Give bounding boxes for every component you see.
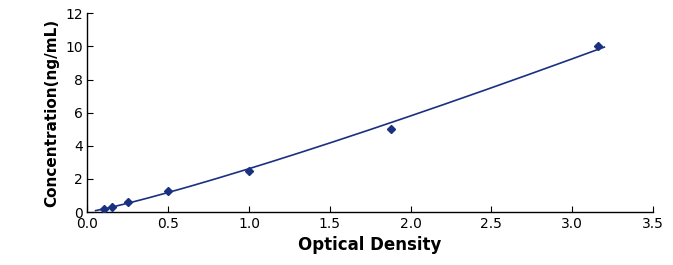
Y-axis label: Concentration(ng/mL): Concentration(ng/mL) bbox=[44, 19, 59, 207]
X-axis label: Optical Density: Optical Density bbox=[298, 236, 442, 254]
